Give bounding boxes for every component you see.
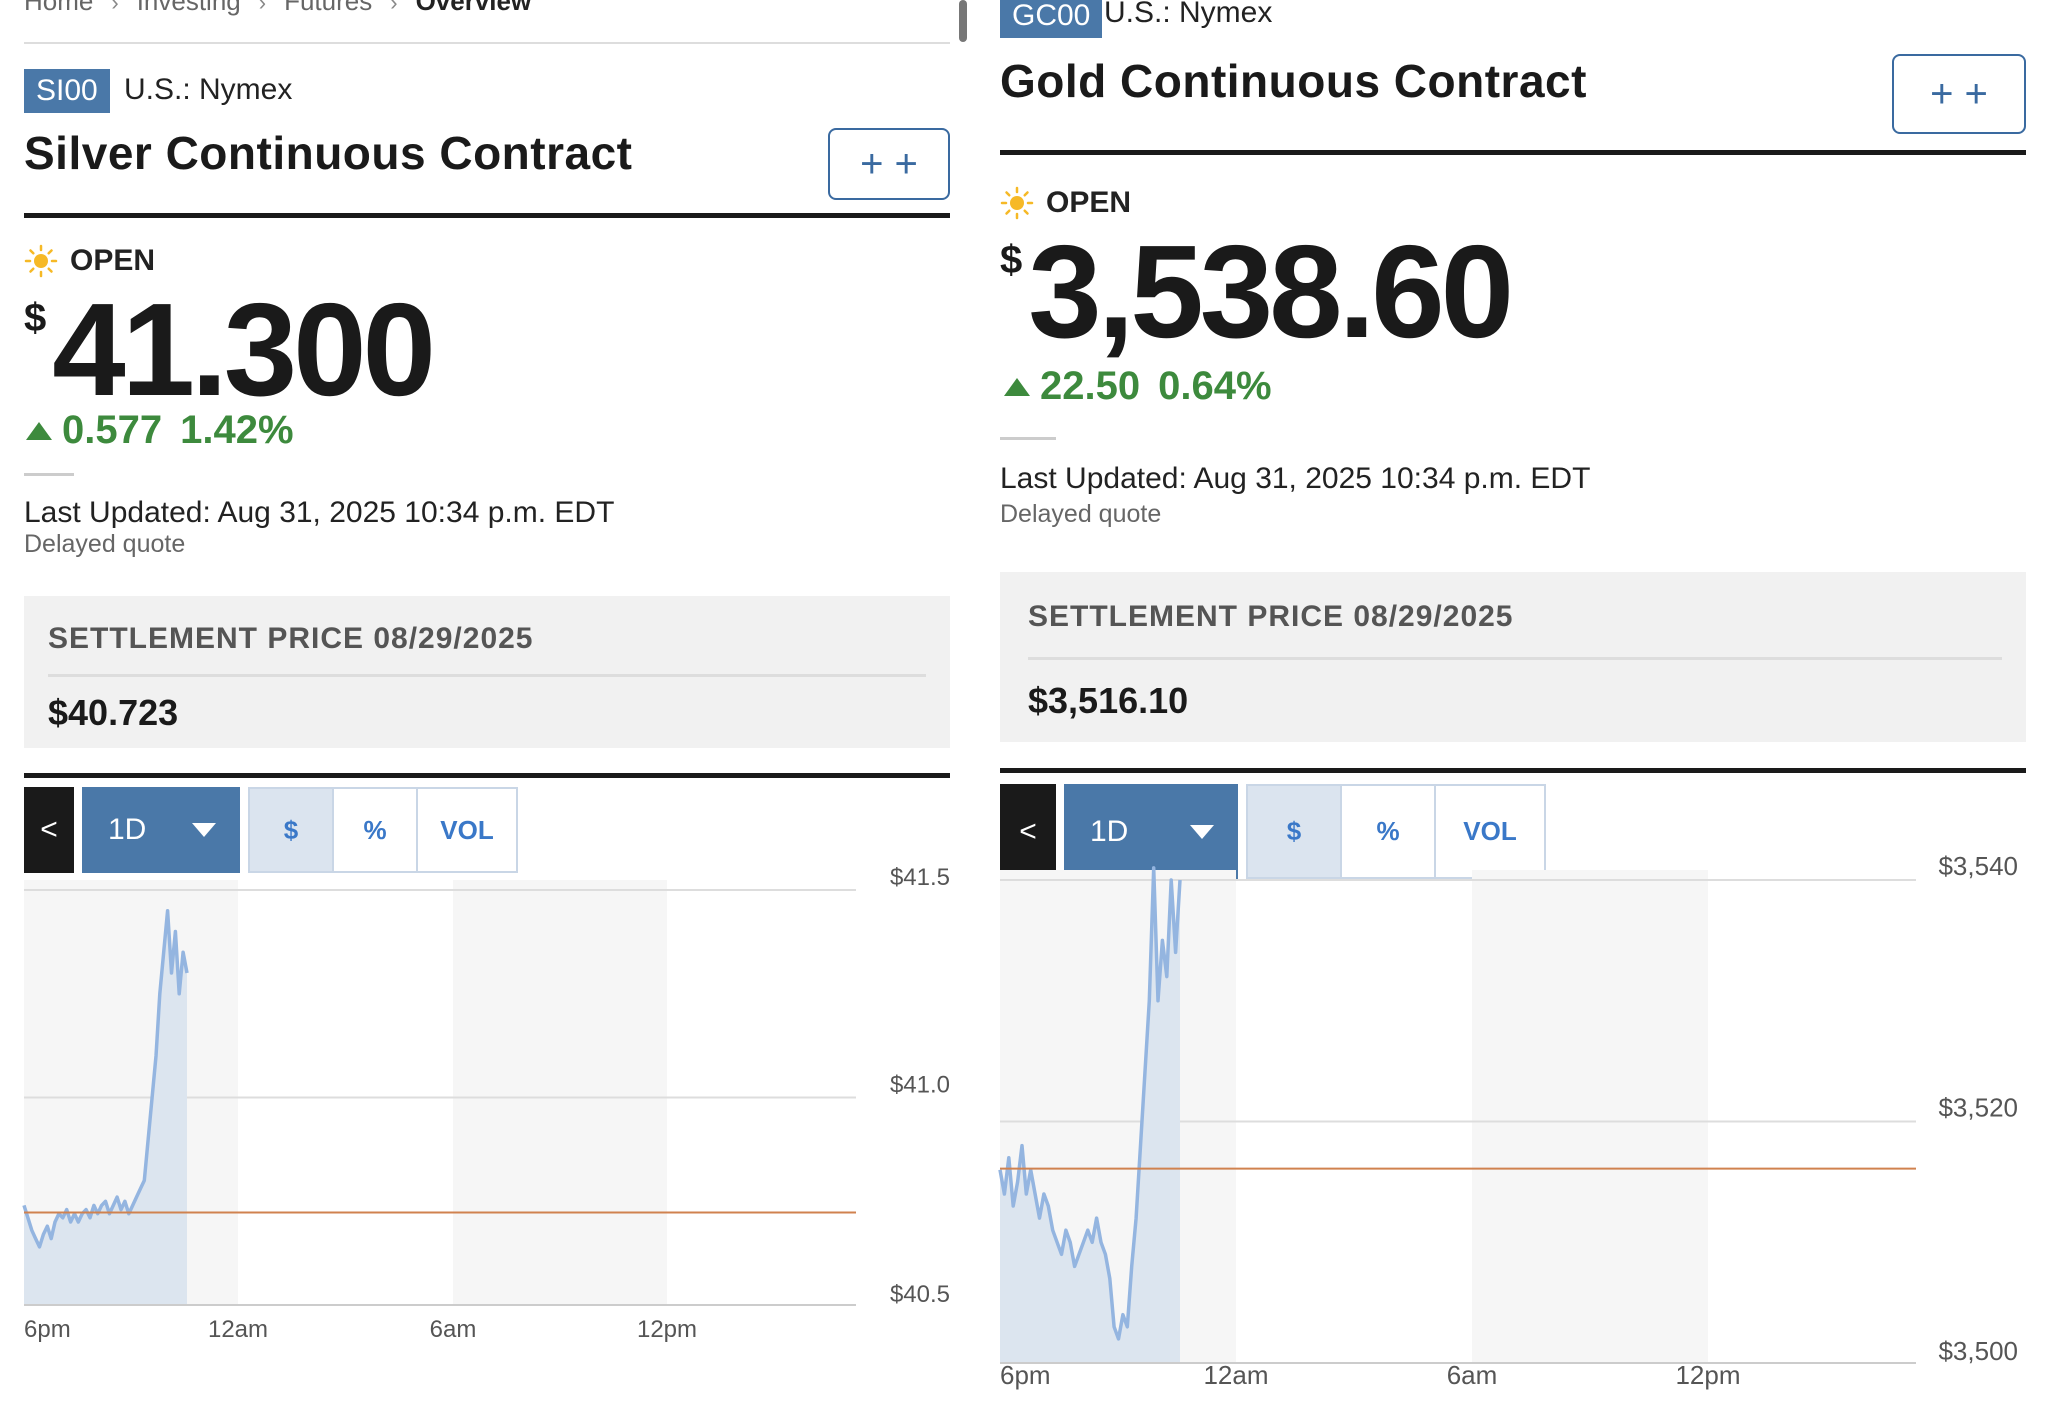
divider: [48, 674, 926, 677]
divider: [24, 213, 950, 218]
caret-down-icon: [192, 823, 216, 837]
exchange-label: U.S.: Nymex: [124, 73, 293, 106]
x-tick-label: 6am: [430, 1316, 477, 1343]
settlement-label: SETTLEMENT PRICE 08/29/2025: [48, 622, 534, 655]
x-tick-label: 6am: [1447, 1360, 1498, 1390]
scrollbar[interactable]: [959, 0, 967, 42]
gold-price-chart[interactable]: $3,540 $3,520 $3,500 6pm 12am 6am 12pm: [980, 780, 2048, 1406]
add-to-watchlist-button[interactable]: + +: [828, 128, 950, 200]
y-tick-label: $40.5: [890, 1281, 950, 1308]
range-label: 1D: [108, 813, 147, 846]
add-to-watchlist-button[interactable]: + +: [1892, 54, 2026, 134]
percent-mode-button[interactable]: %: [1340, 784, 1436, 879]
y-tick-label: $3,520: [1938, 1093, 2018, 1123]
chart-band: [1472, 870, 1708, 1363]
percent-mode-button[interactable]: %: [332, 787, 418, 873]
chevron-right-icon: ›: [258, 0, 267, 15]
gold-panel: GC00 U.S.: Nymex Gold Continuous Contrac…: [980, 0, 2048, 1407]
last-updated: Last Updated: Aug 31, 2025 10:34 p.m. ED…: [1000, 462, 1591, 495]
chevron-right-icon: ›: [390, 0, 398, 15]
divider: [24, 773, 950, 778]
x-tick-label: 12pm: [637, 1316, 697, 1343]
volume-button[interactable]: VOL: [416, 787, 518, 873]
settlement-value: $3,516.10: [1028, 680, 1189, 721]
x-tick-label: 12am: [208, 1316, 268, 1343]
breadcrumb-overview: Overview: [415, 0, 532, 16]
page-title: Gold Continuous Contract: [1000, 55, 1587, 107]
settlement-value: $40.723: [48, 692, 179, 733]
x-tick-label: 12am: [1203, 1360, 1268, 1390]
y-tick-label: $41.0: [890, 1072, 950, 1099]
price-mode-button[interactable]: $: [248, 787, 334, 873]
status-label: OPEN: [1046, 186, 1132, 219]
sun-icon: [1000, 186, 1034, 220]
range-label: 1D: [1090, 814, 1129, 848]
change-value: 22.50: [1040, 364, 1141, 408]
chart-toolbar: < 1D $ % VOL: [1000, 784, 1546, 879]
price-change: 0.577 1.42%: [26, 408, 294, 453]
caret-down-icon: [1190, 824, 1214, 839]
price-line: [998, 866, 1182, 1341]
price-row: $ 3,538.60: [1000, 218, 1514, 365]
price-row: $ 41.300: [24, 276, 436, 423]
delayed-quote-note: Delayed quote: [1000, 500, 1162, 528]
silver-price-chart[interactable]: $41.5 $41.0 $40.5 6pm 12am 6am 12pm: [0, 780, 980, 1390]
price-line: [22, 908, 189, 1249]
market-status: OPEN: [24, 244, 155, 278]
breadcrumb: Home › Investing › Futures › Overview: [24, 0, 531, 17]
y-tick-label: $41.5: [890, 864, 950, 891]
divider: [1000, 150, 2026, 155]
last-price: 41.300: [52, 276, 436, 423]
page-title: Silver Continuous Contract: [24, 127, 633, 179]
y-tick-label: $3,500: [1938, 1336, 2018, 1366]
change-value: 0.577: [62, 408, 163, 452]
divider: [1028, 657, 2002, 660]
currency-symbol: $: [24, 296, 47, 340]
settlement-box: SETTLEMENT PRICE 08/29/2025 $3,516.10: [1000, 572, 2026, 742]
chevron-right-icon: ›: [111, 0, 119, 15]
settlement-box: SETTLEMENT PRICE 08/29/2025 $40.723: [24, 596, 950, 748]
price-area: [24, 910, 187, 1305]
triangle-up-icon: [1004, 377, 1030, 396]
currency-symbol: $: [1000, 238, 1023, 282]
delayed-quote-note: Delayed quote: [24, 530, 186, 558]
breadcrumb-home[interactable]: Home: [24, 0, 94, 16]
divider: [24, 42, 950, 44]
ticker-badge: GC00: [1000, 0, 1103, 38]
chevron-left-icon[interactable]: <: [1000, 784, 1056, 879]
ticker-badge: SI00: [24, 69, 110, 113]
chart-band: [453, 880, 667, 1305]
breadcrumb-investing[interactable]: Investing: [136, 0, 241, 16]
silver-panel: Home › Investing › Futures › Overview SI00 U.S…: [0, 0, 980, 1407]
change-percent: 1.42%: [180, 408, 294, 452]
sun-icon: [24, 244, 58, 278]
last-price: 3,538.60: [1028, 218, 1514, 365]
exchange-label: U.S.: Nymex: [1104, 0, 1273, 29]
triangle-up-icon: [26, 421, 52, 440]
chevron-left-icon[interactable]: <: [24, 787, 74, 873]
divider: [24, 473, 74, 476]
price-change: 22.50 0.64%: [1004, 364, 1272, 409]
x-tick-label: 12pm: [1675, 1360, 1740, 1390]
status-label: OPEN: [70, 244, 156, 277]
divider: [1000, 437, 1056, 440]
x-tick-label: 6pm: [24, 1316, 71, 1343]
range-dropdown[interactable]: 1D: [82, 787, 240, 873]
divider: [1000, 768, 2026, 773]
change-percent: 0.64%: [1158, 364, 1272, 408]
chart-toolbar: < 1D $ % VOL: [24, 787, 518, 873]
market-status: OPEN: [1000, 186, 1131, 220]
y-tick-label: $3,540: [1938, 851, 2018, 881]
settlement-label: SETTLEMENT PRICE 08/29/2025: [1028, 600, 1514, 633]
x-tick-label: 6pm: [1000, 1360, 1051, 1390]
last-updated: Last Updated: Aug 31, 2025 10:34 p.m. ED…: [24, 496, 615, 529]
range-dropdown[interactable]: 1D: [1064, 784, 1238, 879]
breadcrumb-futures[interactable]: Futures: [284, 0, 373, 16]
